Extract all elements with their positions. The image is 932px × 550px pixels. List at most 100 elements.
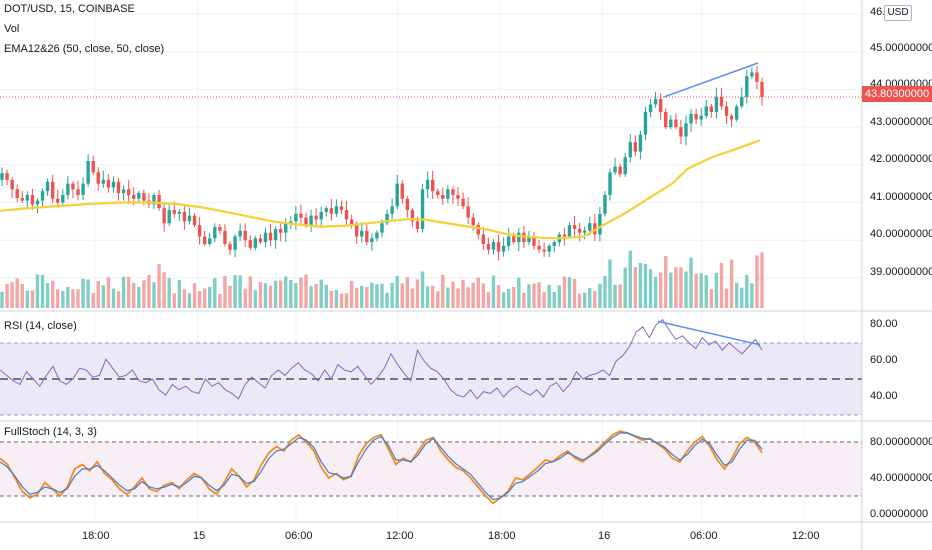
volume-bar <box>20 284 24 308</box>
candle-body <box>278 228 283 233</box>
candle-body <box>527 236 531 243</box>
candle-body <box>152 194 156 205</box>
candle-body <box>208 238 212 244</box>
candle-body <box>471 217 475 226</box>
candle-body <box>40 191 45 201</box>
rsi-legend-label[interactable]: RSI (14, close) <box>4 320 77 332</box>
volume-bar <box>694 273 698 308</box>
candle-body <box>542 249 546 252</box>
volume-bar <box>329 290 334 308</box>
candle-body <box>177 211 182 214</box>
candle-body <box>263 232 268 243</box>
volume-bar <box>648 269 653 308</box>
volume-bar <box>562 276 567 308</box>
candle-body <box>750 72 754 77</box>
time-tick-day16: 16 <box>598 530 611 542</box>
volume-bar <box>147 274 151 308</box>
stochastic-lines <box>0 430 763 505</box>
volume-bar <box>202 288 207 308</box>
volume-bar <box>81 278 85 308</box>
candle-body <box>719 96 724 107</box>
volume-bar <box>669 272 673 308</box>
stoch-tick-80: 80.00000000 <box>870 436 932 448</box>
candle-body <box>689 113 693 124</box>
volume-bar <box>96 281 100 308</box>
volume-bar <box>542 292 546 308</box>
volume-bar <box>390 282 394 308</box>
candle-body <box>537 245 541 250</box>
candle-body <box>344 210 349 220</box>
candle-body <box>760 81 764 97</box>
candle-body <box>664 112 668 128</box>
price-tick-39: 39.00000000 <box>870 266 932 278</box>
price-tick-42: 42.00000000 <box>870 153 932 165</box>
volume-bar <box>157 264 161 308</box>
price-tick-40: 40.00000000 <box>870 228 932 240</box>
volume-bar <box>724 288 729 308</box>
candle-body <box>740 96 744 107</box>
candle-body <box>552 242 556 246</box>
price-tick-43: 43.00000000 <box>870 116 932 128</box>
time-tick-day15: 15 <box>193 530 206 542</box>
candle-body <box>233 236 237 250</box>
volume-bar <box>142 280 146 308</box>
volume-bar <box>441 274 445 308</box>
volume-bar <box>126 276 131 308</box>
candle-body <box>755 72 759 82</box>
volume-bar <box>278 280 283 308</box>
volume-bar <box>567 277 572 308</box>
symbol-title[interactable]: DOT/USD, 15, COINBASE <box>4 3 135 15</box>
volume-bar <box>684 271 688 308</box>
candle-body <box>319 211 323 220</box>
volume-bar <box>137 286 141 308</box>
candle-body <box>658 98 663 113</box>
candle-body <box>106 179 111 188</box>
currency-badge[interactable]: USD <box>884 5 912 21</box>
volume-bar <box>50 280 55 308</box>
candle-body <box>385 213 389 224</box>
price-trendline <box>663 62 759 98</box>
candle-body <box>167 210 171 224</box>
volume-bar <box>228 285 232 308</box>
volume-bar <box>385 292 389 308</box>
ema-legend-label[interactable]: EMA12&26 (50, close, 50, close) <box>4 43 165 55</box>
rsi-tick-40: 40.00 <box>870 390 898 402</box>
last-price-badge[interactable]: 43.80300000 <box>862 86 932 102</box>
candle-body <box>81 183 85 195</box>
candle-body <box>512 236 516 243</box>
candle-body <box>410 210 415 222</box>
volume-bar <box>299 277 303 308</box>
stoch-legend-label[interactable]: FullStoch (14, 3, 3) <box>4 426 97 438</box>
candle-body <box>71 183 75 190</box>
volume-bar <box>704 275 708 308</box>
rsi-line <box>0 318 763 400</box>
candle-body <box>45 181 50 192</box>
candle-body <box>126 189 131 195</box>
candle-body <box>562 234 567 237</box>
candle-body <box>121 189 126 194</box>
volume-bar <box>689 257 693 308</box>
candle-body <box>613 166 617 173</box>
stoch-k-line <box>0 432 763 501</box>
volume-bar <box>268 285 273 308</box>
candle-body <box>213 227 217 239</box>
candle-body <box>349 219 354 226</box>
volume-bar <box>486 292 491 308</box>
time-tick-0600a: 06:00 <box>285 530 313 542</box>
candle-body <box>633 142 638 152</box>
volume-bar <box>10 282 14 308</box>
candle-body <box>598 213 602 235</box>
volume-bar <box>30 290 35 308</box>
volume-bar <box>451 281 455 308</box>
candle-body <box>724 106 729 116</box>
candle-body <box>15 189 19 198</box>
volume-bar <box>547 284 551 308</box>
volume-bar <box>223 275 227 308</box>
volume-bar <box>582 292 587 308</box>
volume-bar <box>40 274 45 308</box>
volume-legend-label[interactable]: Vol <box>4 23 20 35</box>
candle-body <box>648 104 653 113</box>
volume-bar <box>400 283 404 308</box>
candle-body <box>197 225 202 237</box>
